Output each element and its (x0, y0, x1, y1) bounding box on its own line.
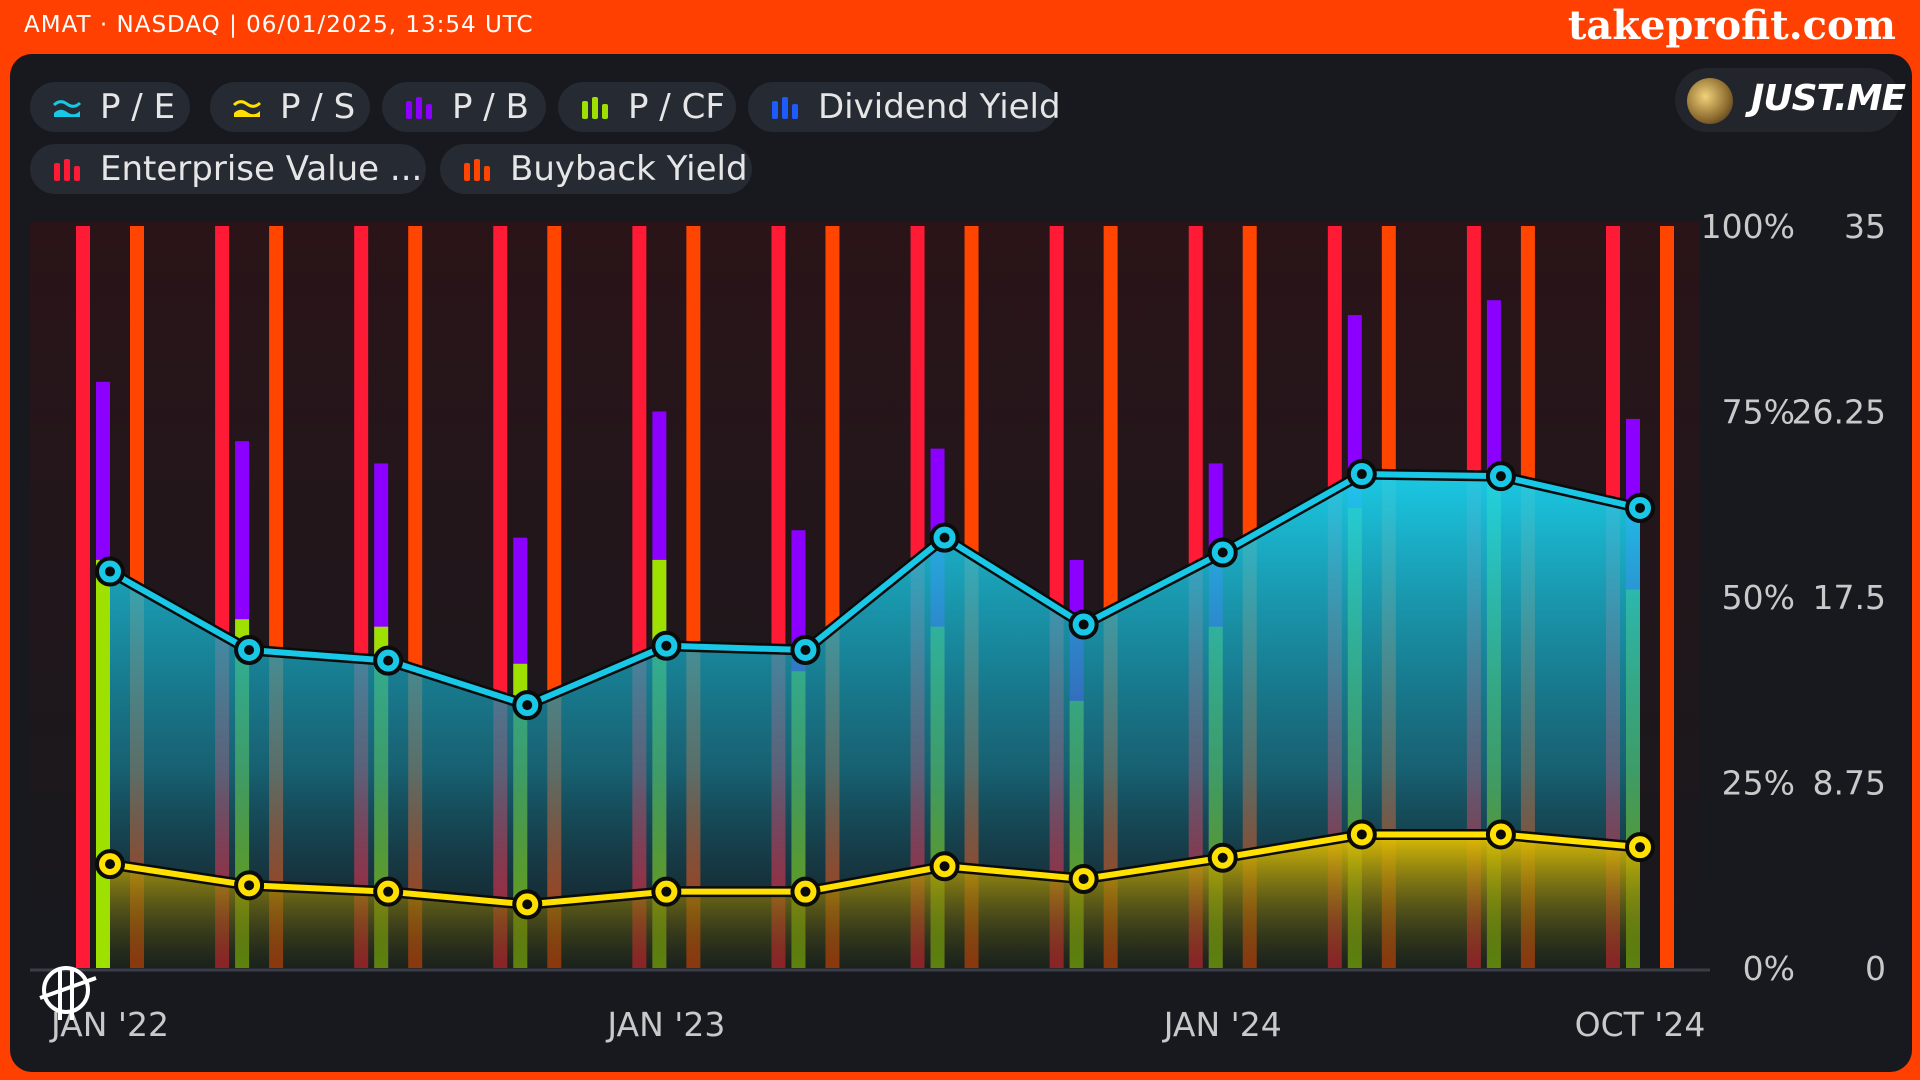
buyback-bar[interactable] (1660, 226, 1674, 968)
ev-bar[interactable] (76, 226, 90, 968)
top-bar: AMAT · NASDAQ | 06/01/2025, 13:54 UTC ta… (0, 0, 1920, 52)
ticker-info: AMAT · NASDAQ | 06/01/2025, 13:54 UTC (24, 12, 534, 38)
legend-label: P / CF (628, 87, 725, 127)
ps-line[interactable] (109, 831, 1641, 908)
ps-point-center (244, 880, 255, 891)
ps-point-center (1217, 852, 1228, 863)
y-left-tick-label: 25% (1722, 764, 1795, 803)
y-left-tick-label: 100% (1701, 207, 1795, 246)
ps-point-center (939, 861, 950, 872)
legend-item-2[interactable]: P / B (382, 82, 546, 132)
bar-icon (464, 159, 490, 181)
pe-point-center (383, 655, 394, 666)
pe-point-center (1356, 469, 1367, 480)
y-right-tick-label: 8.75 (1813, 764, 1886, 803)
pe-point-center (939, 532, 950, 543)
legend-item-0[interactable]: P / E (30, 82, 190, 132)
legend-label: P / S (280, 87, 356, 127)
legend-label: Enterprise Value ... (100, 149, 423, 189)
legend-label: Buyback Yield (510, 149, 748, 189)
ps-point-center (105, 859, 115, 870)
pe-point-center (105, 566, 115, 577)
x-tick-label: JAN '23 (605, 1005, 725, 1044)
pe-point-center (522, 700, 533, 711)
bar-icon (772, 97, 798, 119)
ps-point-center (1078, 873, 1089, 884)
y-right-tick-label: 35 (1844, 207, 1886, 246)
ps-point-center (383, 886, 394, 897)
pe-point-center (800, 645, 811, 655)
x-tick-label: OCT '24 (1575, 1005, 1706, 1044)
pe-point-center (1635, 502, 1645, 513)
pe-point-center (661, 640, 672, 651)
legend-label: Dividend Yield (818, 87, 1061, 127)
ps-point-center (1495, 829, 1506, 840)
y-left-tick-label: 50% (1722, 578, 1795, 617)
user-badge[interactable]: JUST.ME (1675, 68, 1906, 132)
y-left-tick-label: 0% (1743, 949, 1795, 988)
ps-point-center (800, 886, 811, 897)
legend-item-4[interactable]: Dividend Yield (748, 82, 1061, 132)
legend-item-6[interactable]: Buyback Yield (440, 144, 752, 194)
area-icon (232, 100, 262, 117)
legend-label: P / E (100, 87, 176, 127)
legend-item-5[interactable]: Enterprise Value ... (30, 144, 426, 194)
pe-point-center (1217, 547, 1228, 558)
area-icon (52, 100, 82, 117)
avatar[interactable] (1687, 78, 1733, 124)
username: JUST.ME (1751, 78, 1906, 119)
y-left-tick-label: 75% (1722, 393, 1795, 432)
legend-item-3[interactable]: P / CF (558, 82, 736, 132)
ps-area (110, 834, 1640, 968)
chart-panel: 100% 75% 50% 25% 0% 35 26.25 17.5 8.75 0 JAN '22 JA… (10, 54, 1912, 1072)
brand-logo-text[interactable]: takeprofit.com (1567, 2, 1896, 49)
bar-icon (582, 97, 608, 119)
legend-item-1[interactable]: P / S (210, 82, 370, 132)
pe-area (110, 474, 1640, 968)
bar-icon (406, 97, 432, 119)
pcf-bar[interactable] (96, 559, 110, 968)
y-right-tick-label: 0 (1865, 949, 1886, 988)
y-right-tick-label: 17.5 (1813, 578, 1886, 617)
pe-line[interactable] (108, 471, 1641, 709)
x-tick-label: JAN '24 (1162, 1005, 1282, 1044)
pe-point-center (244, 645, 255, 655)
pe-point-center (1078, 619, 1089, 630)
y-right-tick-label: 26.25 (1792, 393, 1886, 432)
ps-point-center (661, 886, 672, 897)
legend-label: P / B (452, 87, 529, 127)
pe-point-center (1495, 471, 1506, 482)
ps-point-center (1635, 842, 1645, 853)
bar-icon (54, 159, 80, 181)
ps-point-center (522, 899, 533, 910)
ps-point-center (1356, 829, 1367, 840)
takeprofit-logo-icon (39, 966, 97, 1020)
